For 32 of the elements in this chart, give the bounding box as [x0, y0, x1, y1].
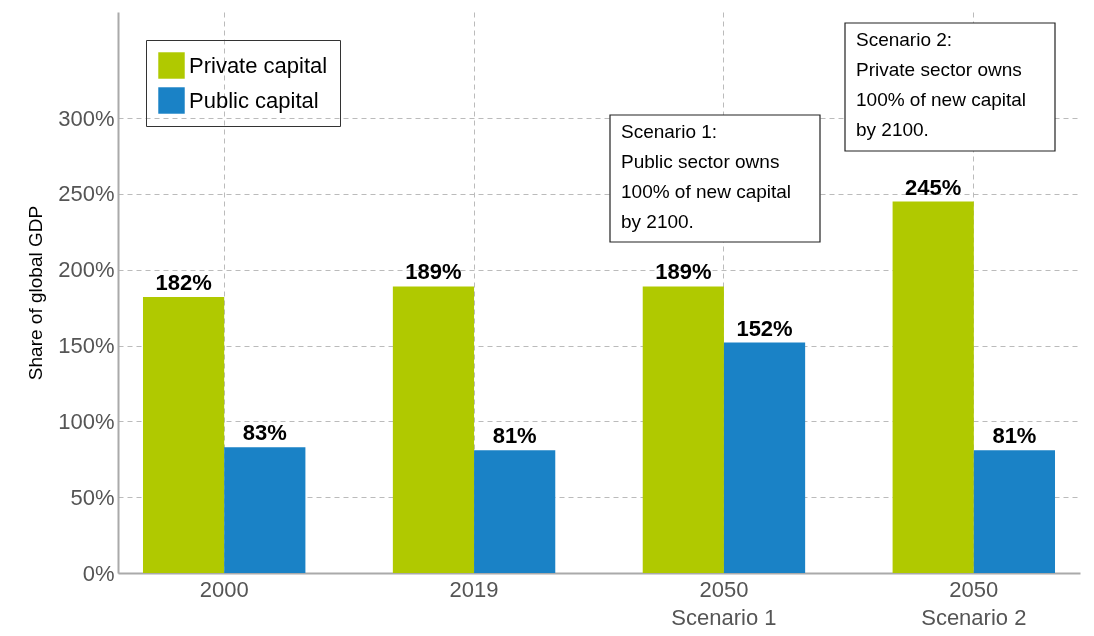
- bar: [723, 342, 806, 573]
- y-tick-label: 250%: [58, 181, 115, 207]
- bar: [474, 450, 556, 573]
- x-tick-label: 2000: [199, 576, 249, 602]
- data-label: 245%: [905, 174, 962, 200]
- x-tick-label: 2050 Scenario 1: [671, 576, 777, 630]
- data-label: 81%: [992, 423, 1037, 449]
- data-label: 83%: [242, 420, 287, 446]
- bar: [224, 447, 306, 573]
- data-label: 81%: [492, 423, 537, 449]
- y-axis-title: Share of global GDP: [25, 205, 47, 381]
- legend-label: Public capital: [189, 87, 319, 113]
- data-label: 182%: [155, 270, 212, 296]
- bar: [973, 450, 1056, 573]
- y-tick-label: 50%: [70, 484, 115, 510]
- annotation: Scenario 2: Private sector owns 100% of new capital by 2100.: [856, 29, 1027, 140]
- data-label: 189%: [655, 259, 712, 285]
- x-tick-label: 2019: [449, 576, 499, 602]
- y-tick-label: 150%: [58, 333, 115, 359]
- bar: [142, 297, 225, 573]
- data-label: 152%: [736, 315, 793, 341]
- y-tick-label: 200%: [58, 257, 115, 283]
- y-tick-label: 100%: [58, 408, 115, 434]
- y-tick-label: 300%: [58, 105, 115, 131]
- annotation: Scenario 1: Public sector owns 100% of new capital by 2100.: [621, 121, 792, 232]
- x-tick-label: 2050 Scenario 2: [921, 576, 1027, 630]
- bar: [392, 286, 475, 573]
- legend-label: Private capital: [189, 52, 328, 78]
- data-label: 189%: [405, 259, 462, 285]
- bar: [892, 201, 974, 573]
- y-tick-label: 0%: [82, 560, 115, 586]
- bar: [642, 286, 724, 573]
